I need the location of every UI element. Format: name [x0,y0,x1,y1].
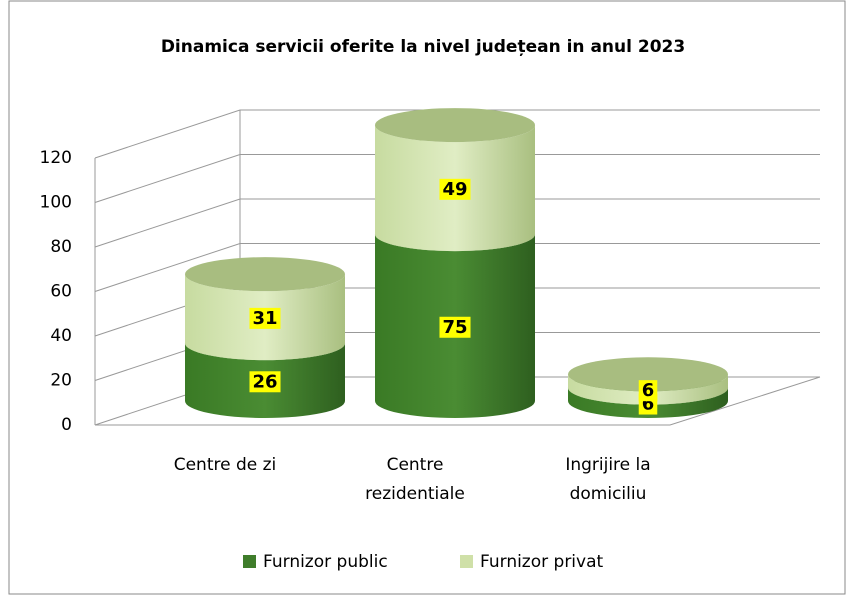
y-tick-label: 40 [50,326,72,346]
grid-line [94,243,820,292]
value-label: 49 [442,179,467,200]
cylinder-segment [568,374,728,405]
y-tick-label: 80 [50,237,72,257]
cylinder-top [185,257,345,292]
value-label: 75 [442,317,467,338]
cylinder-top [568,357,728,392]
value-label-bg [439,316,471,338]
grid-line [94,154,820,203]
value-label-bg [439,178,471,200]
x-tick-label: Ingrijire la domiciliu [565,455,650,504]
x-tick-label: Centre rezidentiale [365,455,465,504]
legend-label: Furnizor privat [480,552,604,572]
legend-label: Furnizor public [263,552,388,572]
value-label-bg [638,380,658,402]
y-tick-label: 60 [50,282,72,302]
legend-swatch [460,555,473,568]
value-label: 31 [252,308,277,329]
legend-swatch [243,555,256,568]
grid-line [94,198,820,248]
value-label: 26 [252,371,277,392]
cylinder-segment [568,387,728,418]
y-tick-label: 100 [40,193,72,213]
y-tick-label: 120 [40,148,72,168]
grid-line [94,109,820,159]
y-tick-label: 0 [61,415,72,435]
cylinder-top [375,108,535,143]
chart-title: Dinamica servicii oferite la nivel județ… [161,37,685,57]
floor-edge [95,376,821,426]
value-label-bg [249,307,281,329]
y-tick-label: 20 [50,371,72,391]
value-label-bg [249,371,281,393]
x-tick-label: Centre de zi [174,455,277,475]
value-label: 6 [642,380,655,401]
